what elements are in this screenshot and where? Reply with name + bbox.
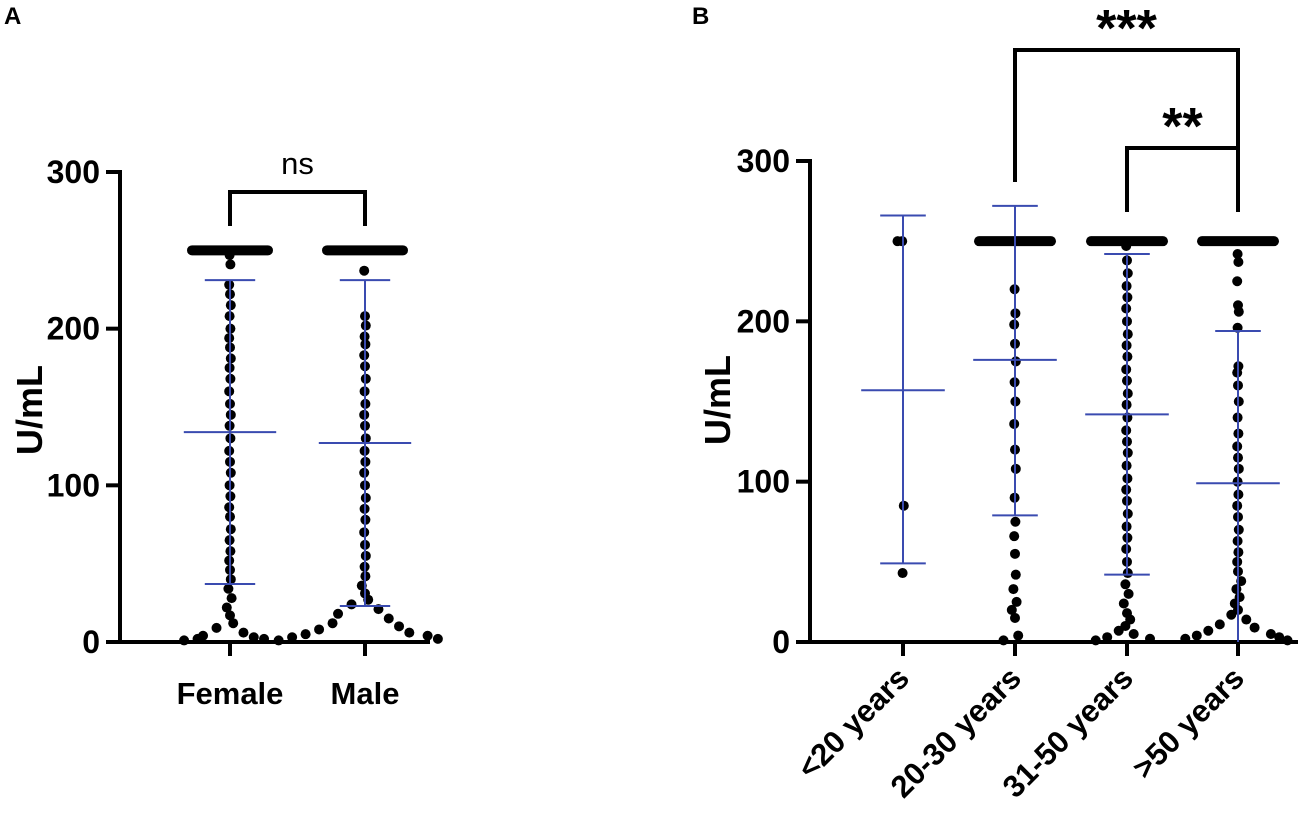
data-point: [314, 624, 325, 635]
data-point: [897, 568, 908, 579]
data-point: [211, 622, 222, 633]
significance-label: ***: [1096, 0, 1157, 58]
data-point: [998, 635, 1009, 646]
data-point: [333, 608, 344, 619]
data-point: [223, 583, 234, 594]
data-point: [1145, 633, 1155, 644]
panel-a-error-bars: [183, 279, 412, 607]
data-point: [273, 635, 284, 646]
data-point: [1180, 633, 1191, 644]
y-tick-label: 200: [47, 311, 100, 347]
data-point: [1011, 596, 1022, 607]
y-tick-label: 300: [47, 154, 100, 190]
data-point: [1233, 306, 1244, 317]
significance-label: **: [1162, 98, 1203, 156]
data-point: [1191, 630, 1202, 641]
data-point: [248, 632, 259, 643]
y-tick-label: 300: [737, 143, 790, 179]
significance-label: ns: [281, 146, 314, 181]
data-point: [1010, 569, 1021, 580]
panel-b-y-axis-title: U/mL: [697, 355, 738, 445]
panel-a: 0 100 200 300 U/mL Female Male ns: [9, 146, 443, 711]
category-label: Female: [177, 676, 284, 711]
panel-a-points: [179, 245, 443, 646]
data-point: [238, 627, 249, 638]
data-point: [1233, 257, 1244, 268]
data-point: [1006, 604, 1017, 615]
data-point: [1232, 276, 1243, 287]
data-point: [1010, 548, 1020, 559]
y-tick-label: 100: [47, 467, 100, 503]
data-point: [1274, 632, 1285, 643]
data-point: [432, 633, 443, 644]
data-point: [1118, 598, 1129, 609]
data-point: [1121, 240, 1132, 251]
significance-bracket: [1125, 146, 1240, 212]
panel-b-y-ticks: 0 100 200 300: [737, 143, 810, 660]
data-point: [422, 630, 433, 641]
y-tick-label: 200: [737, 303, 790, 339]
data-point: [346, 599, 357, 610]
data-point: [1013, 630, 1024, 641]
data-point: [1102, 632, 1113, 643]
data-point: [224, 250, 235, 261]
y-tick-label: 0: [772, 624, 790, 660]
data-point: [394, 621, 405, 632]
data-point: [1008, 584, 1019, 595]
panel-b-significance: *****: [1013, 0, 1240, 212]
data-point: [225, 259, 236, 270]
data-point: [1010, 516, 1021, 527]
panel-a-y-axis-title: U/mL: [9, 365, 50, 455]
data-point: [1203, 625, 1214, 636]
category-label: >50 years: [1126, 660, 1251, 785]
data-point: [1232, 248, 1243, 259]
data-point: [287, 632, 298, 643]
significance-bracket: [228, 190, 367, 226]
category-label: Male: [331, 676, 400, 711]
data-point: [300, 629, 311, 640]
data-point: [228, 618, 239, 629]
data-point: [259, 633, 270, 644]
data-point: [1241, 614, 1252, 625]
panel-a-category-labels: Female Male: [177, 642, 400, 711]
panel-a-y-ticks: 0 100 200 300: [47, 154, 120, 660]
panel-b-error-bars: [861, 204, 1280, 642]
data-point: [1265, 628, 1276, 639]
y-tick-label: 100: [737, 464, 790, 500]
data-point: [226, 593, 237, 604]
data-point: [1128, 628, 1139, 639]
panel-a-significance: ns: [228, 146, 367, 226]
data-point: [1249, 622, 1260, 633]
data-point: [359, 265, 370, 276]
data-point: [327, 618, 338, 629]
significance-bracket: [1013, 48, 1240, 182]
data-point: [1123, 588, 1134, 599]
panel-b-letter: B: [692, 3, 709, 30]
data-point: [179, 635, 190, 646]
data-point: [1214, 619, 1225, 630]
y-tick-label: 0: [82, 624, 100, 660]
data-point: [1113, 625, 1124, 636]
data-point: [1009, 531, 1020, 542]
panel-a-letter: A: [4, 3, 21, 30]
data-point: [192, 633, 203, 644]
data-point: [1090, 635, 1101, 646]
data-point: [892, 236, 903, 247]
data-point: [404, 627, 415, 638]
data-point: [1226, 609, 1237, 620]
panel-b-points: [892, 236, 1293, 646]
data-point: [1120, 579, 1131, 590]
data-point: [225, 610, 235, 621]
data-point: [221, 602, 232, 613]
data-point: [1282, 635, 1293, 646]
data-point: [383, 613, 394, 624]
data-point: [1010, 612, 1020, 623]
